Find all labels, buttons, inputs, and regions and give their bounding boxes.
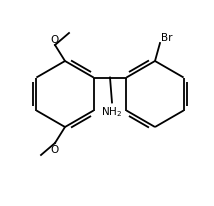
Text: NH$_2$: NH$_2$	[101, 105, 123, 119]
Text: Br: Br	[161, 33, 172, 43]
Text: O: O	[51, 35, 59, 45]
Text: O: O	[51, 144, 59, 154]
